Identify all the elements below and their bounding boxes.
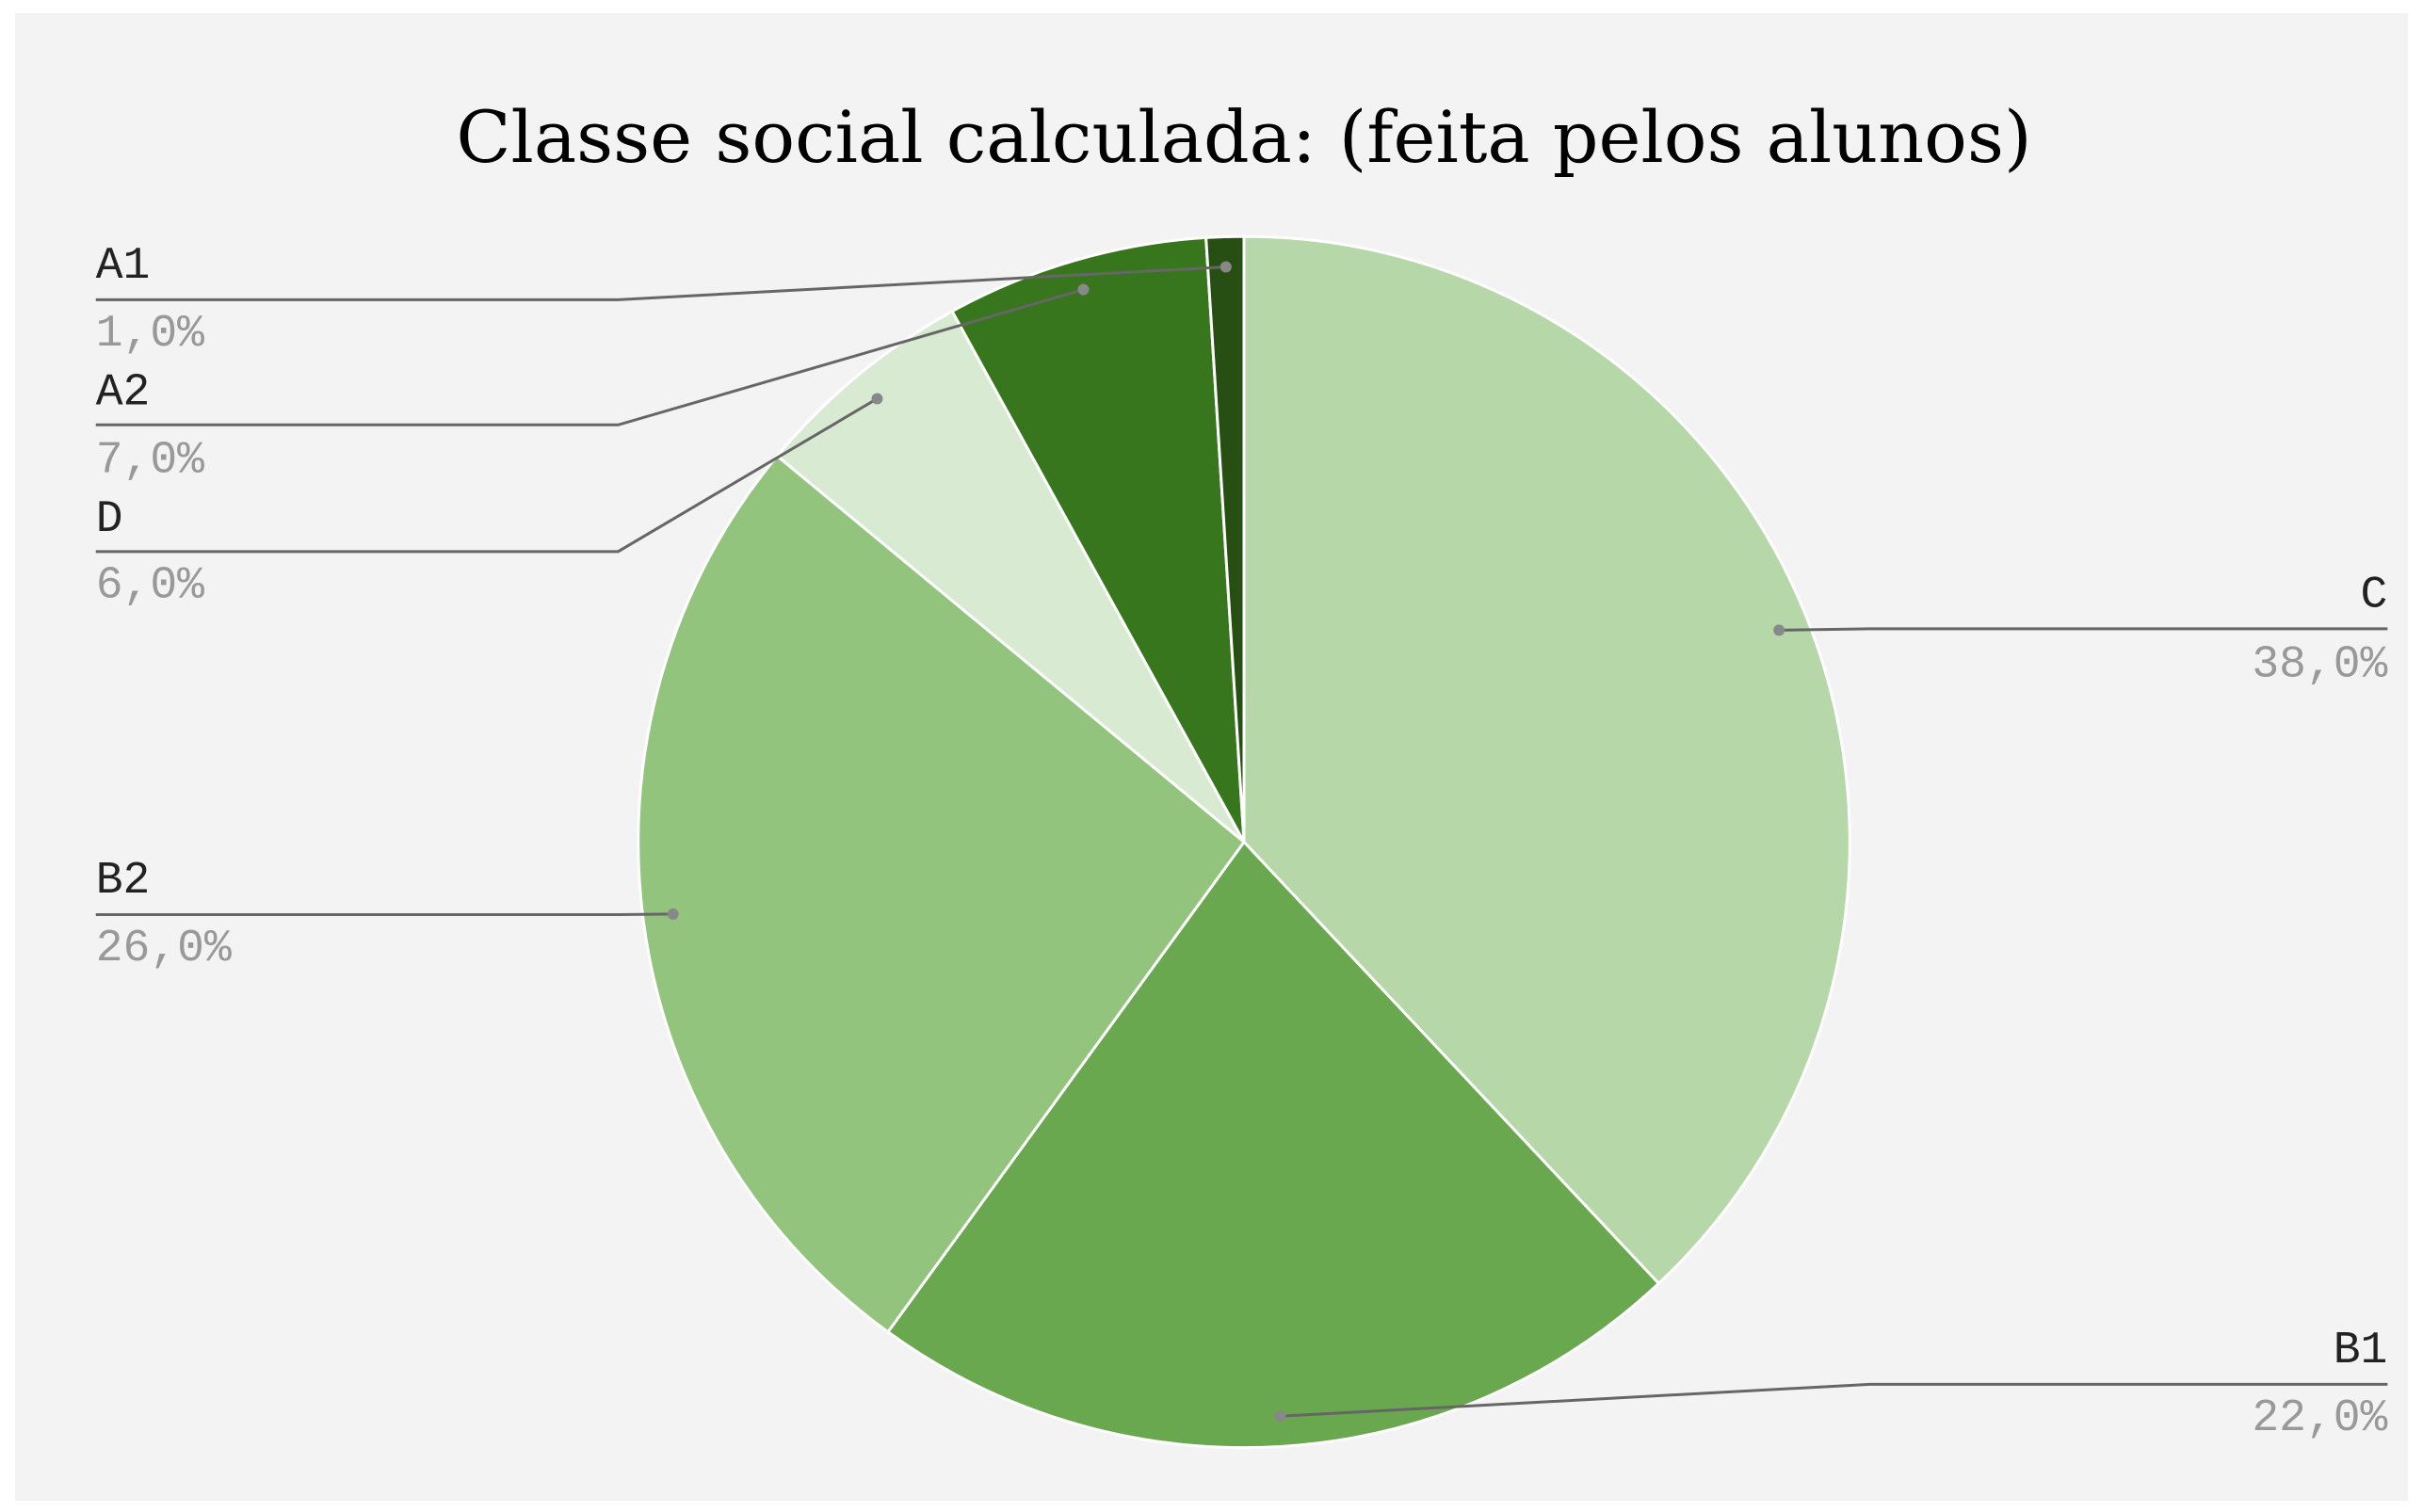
slice-value-label: 26,0% <box>96 924 232 974</box>
pie-slice <box>637 454 1247 1334</box>
leader-line <box>95 288 1084 426</box>
slice-value-label: 6,0% <box>96 561 204 612</box>
leader-dot <box>1077 283 1090 296</box>
slice-label: D <box>96 494 123 545</box>
leader-line <box>95 265 1226 301</box>
leader-dot <box>1274 1410 1286 1423</box>
slice-label: A1 <box>96 241 151 292</box>
leader-dot <box>667 908 679 920</box>
slice-value-label: 22,0% <box>2252 1393 2387 1444</box>
labels: A1 1,0% A2 7,0% D 6,0% B2 26,0% C 38,0% B1 22,0% <box>95 241 2388 1444</box>
chart-title: Classe social calculada: (feita pelos al… <box>456 95 2031 179</box>
leader-line <box>1779 627 2388 632</box>
pie-slice <box>950 235 1246 844</box>
leader-line <box>1280 1382 2388 1418</box>
slice-label: C <box>2361 570 2388 620</box>
leader-dot <box>1773 624 1785 636</box>
pie-slice <box>775 309 1246 844</box>
slice-label: B2 <box>96 856 151 907</box>
pie-slice <box>1242 234 1851 1286</box>
slices <box>637 234 1851 1450</box>
pie-slice <box>1204 234 1246 843</box>
leader-line <box>95 397 879 554</box>
slice-label: B1 <box>2334 1326 2388 1376</box>
pie-slice <box>885 839 1661 1450</box>
leader-dot <box>871 393 883 405</box>
slice-value-label: 1,0% <box>96 309 204 360</box>
slice-value-label: 38,0% <box>2252 639 2387 690</box>
slice-label: A2 <box>96 367 151 418</box>
leader-dot <box>1220 261 1232 273</box>
slice-value-label: 7,0% <box>96 436 204 487</box>
leader-line <box>95 912 673 916</box>
